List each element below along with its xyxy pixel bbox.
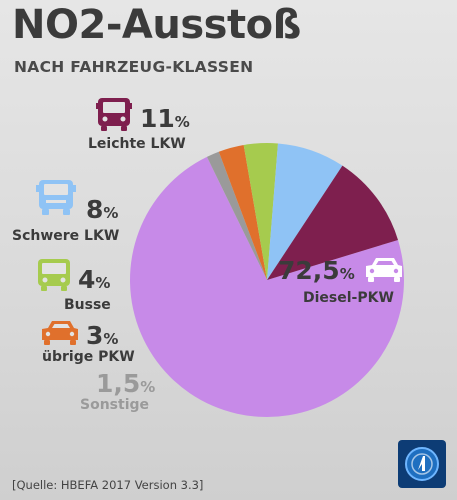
diesel-car-icon [366,258,402,282]
pie-slice-leichte-lkw [267,165,399,280]
pie-slice-diesel-pkw [130,156,405,418]
source-note: [Quelle: HBEFA 2017 Version 3.3] [12,478,204,492]
value-label-diesel-car: 72,5% [278,256,355,285]
label-other: Sonstige [80,397,150,413]
value-label-bus: 4% [78,265,111,294]
label-bus: Busse [64,297,111,313]
value-label-light-truck: 11% [140,104,190,133]
chart-subtitle: NACH FAHRZEUG-KLASSEN [14,58,254,76]
light-truck-icon [96,98,132,131]
value-label-other: 1,5% [96,369,156,398]
pie-slice-übrige-pkw [218,144,267,280]
bus-icon [38,259,70,291]
value-label-other-car: 3% [86,321,119,350]
chart-title: NO2-Ausstoß [12,2,301,48]
broadcaster-logo [398,440,446,488]
pie-slice-sonstige [206,151,267,280]
value-label-heavy-truck: 8% [86,195,119,224]
label-heavy-truck: Schwere LKW [12,228,120,244]
label-diesel-car: Diesel-PKW [303,290,394,306]
heavy-truck-icon [36,180,76,215]
label-other-car: übrige PKW [42,349,135,365]
pie-slice-busse [243,143,278,280]
label-light-truck: Leichte LKW [88,136,186,152]
other-car-icon [42,321,78,345]
pie-slice-schwere-lkw [267,143,343,280]
